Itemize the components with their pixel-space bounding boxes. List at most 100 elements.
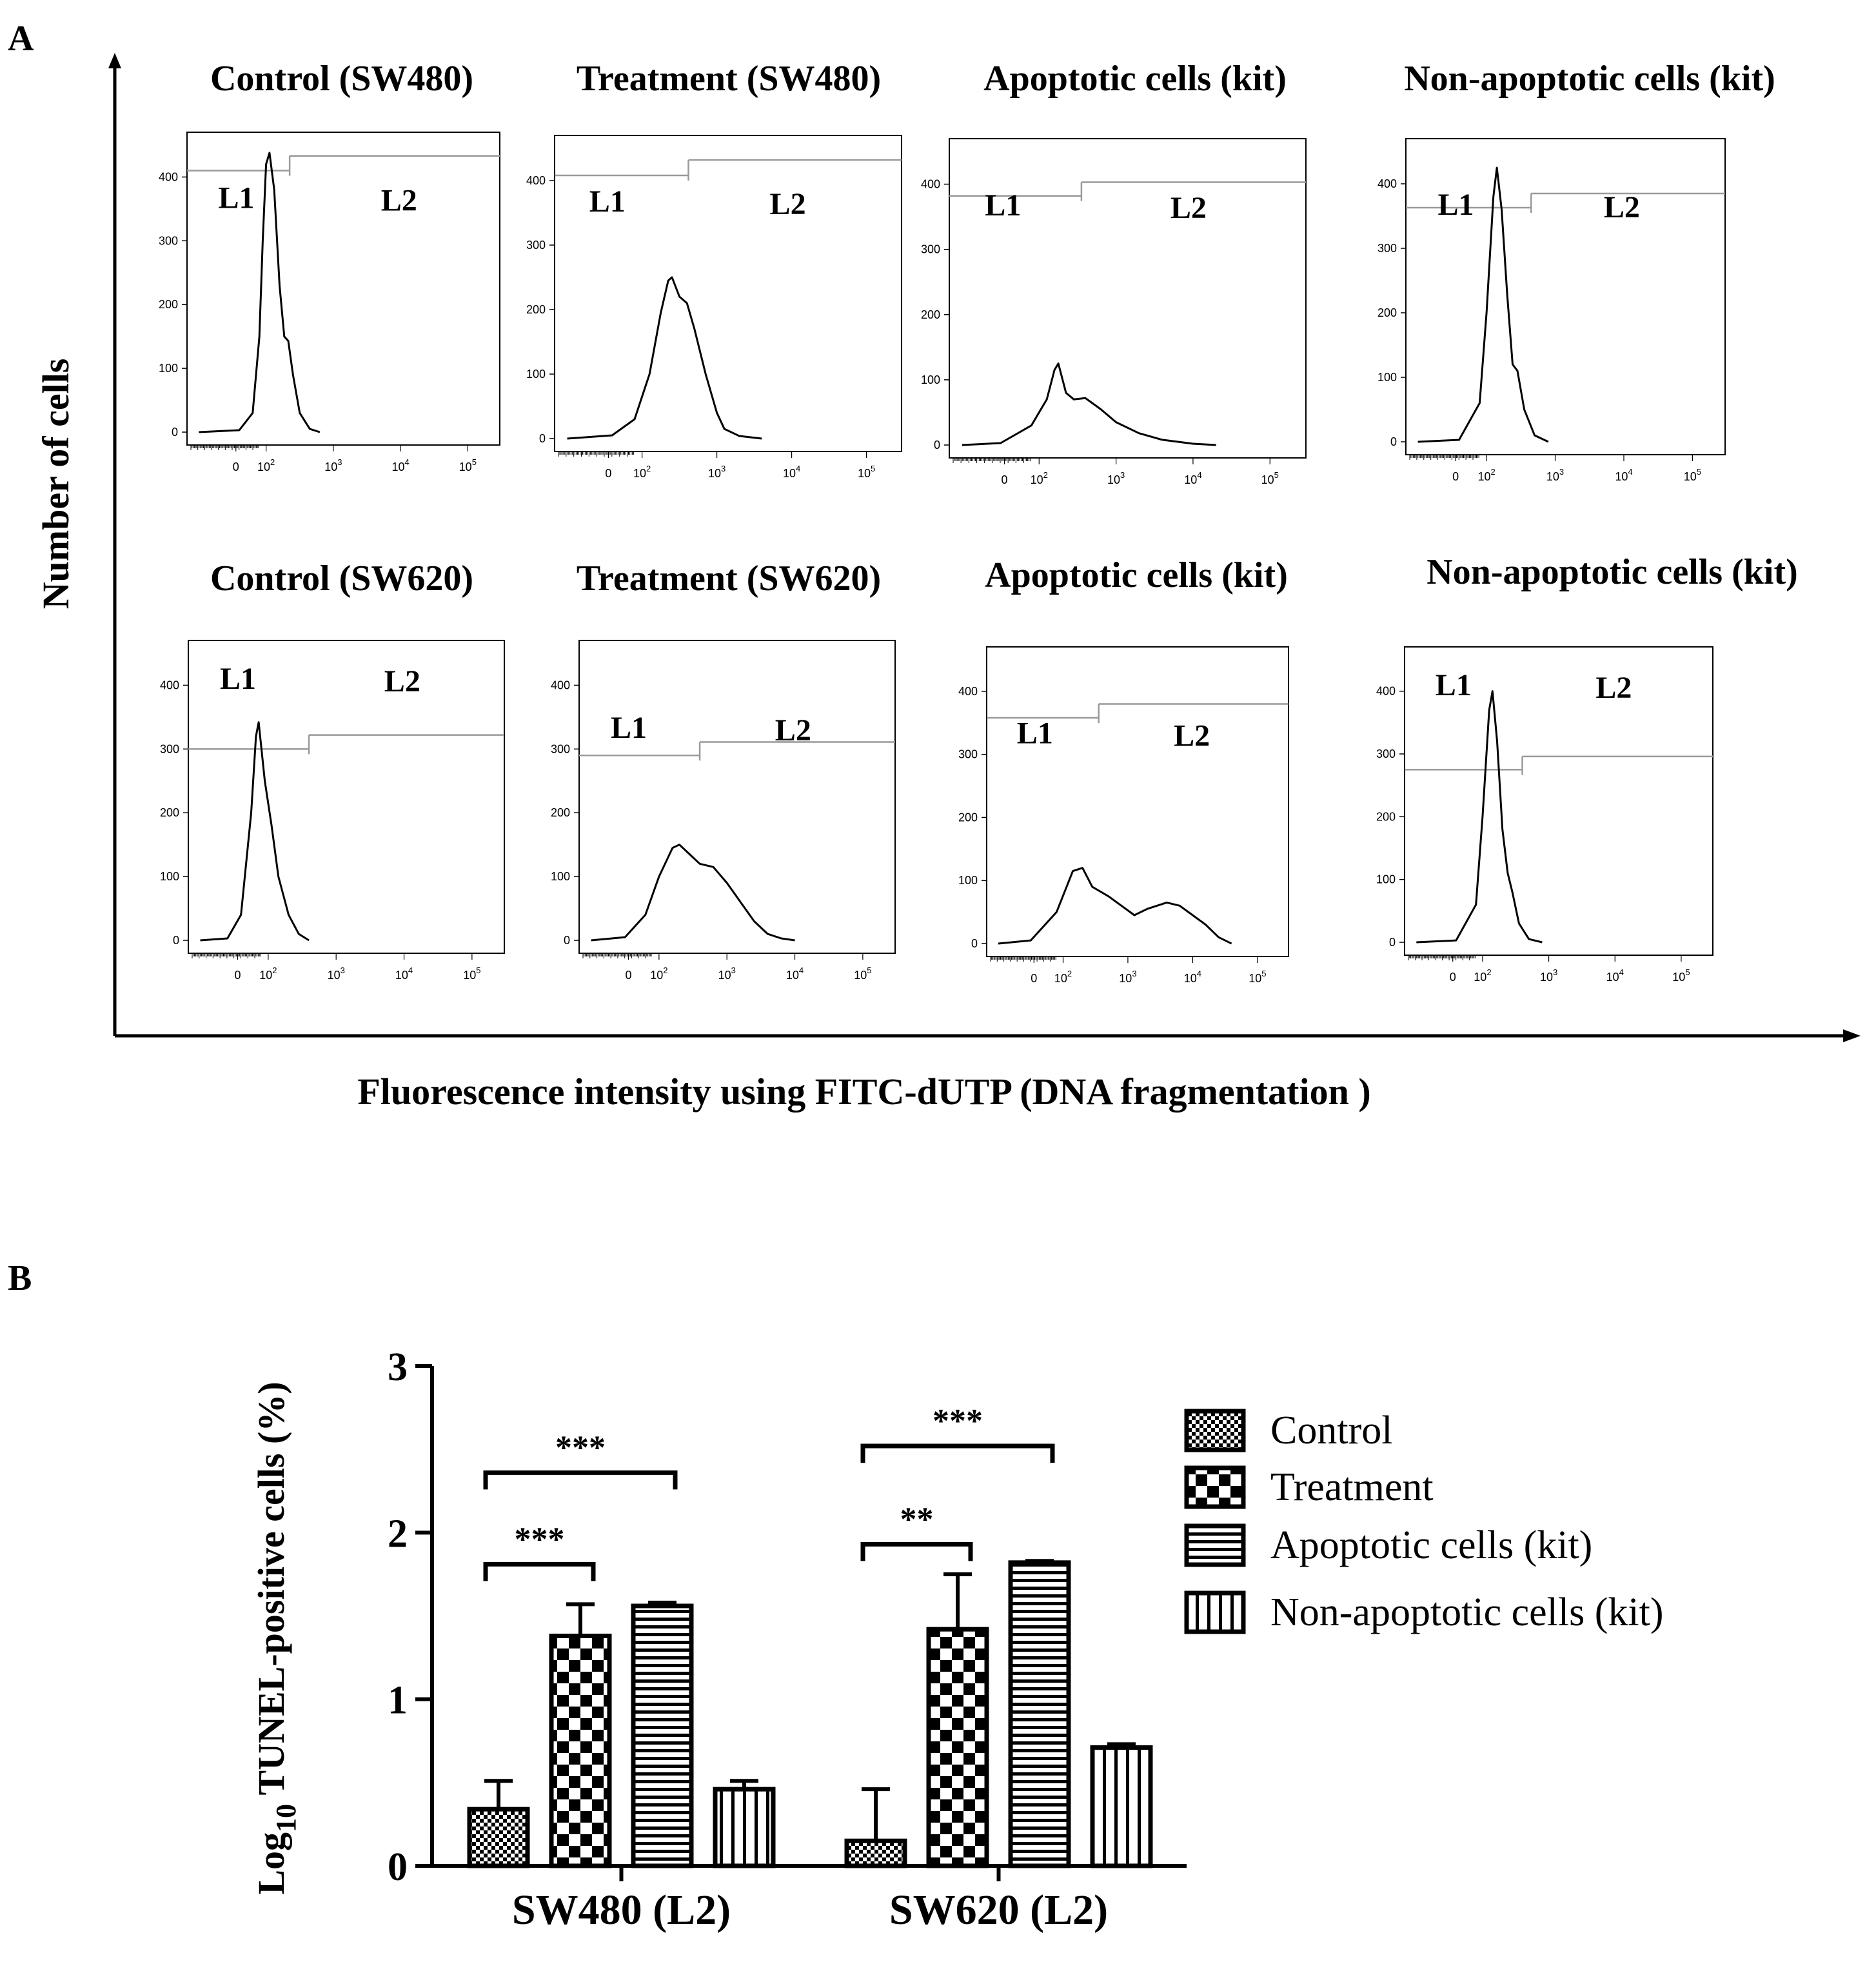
y-tick-label: 200 <box>526 303 546 316</box>
x-tick-label: 102 <box>1054 969 1072 985</box>
x-tick-label: 103 <box>1107 470 1125 486</box>
panel-title: Treatment (SW620) <box>577 559 881 599</box>
x-tick-label: 105 <box>1684 467 1701 483</box>
y-tick-label: 0 <box>172 426 178 439</box>
gate-label-l1: L1 <box>985 188 1021 223</box>
plot-frame <box>188 640 505 954</box>
x-tick-label: 102 <box>259 965 277 982</box>
y-tick-label: 200 <box>921 308 940 321</box>
y-tick-label: 400 <box>526 174 546 187</box>
y-tick-label: 200 <box>958 811 978 824</box>
histogram-curve <box>1417 166 1549 443</box>
gate-label-l1: L1 <box>220 662 256 696</box>
histogram-curve <box>200 721 310 942</box>
x-tick-label: 103 <box>1546 467 1564 483</box>
y-tick-label: 300 <box>159 234 178 247</box>
panel-a-y-arrow <box>108 53 121 68</box>
x-tick-label: 104 <box>391 457 409 473</box>
x-tick-label: 0 <box>233 460 239 473</box>
bar <box>844 1838 907 1868</box>
y-tick-label: 100 <box>1376 873 1396 886</box>
plot-frame <box>1405 138 1726 455</box>
y-tick-label: 300 <box>160 742 179 755</box>
plot-frame <box>1404 646 1713 956</box>
x-tick-label: 105 <box>858 464 875 480</box>
gate-label-l1: L1 <box>611 711 647 745</box>
panel-b-letter: B <box>8 1258 32 1298</box>
x-tick-label: 0 <box>234 969 241 982</box>
histogram-panel: Apoptotic cells (kit) 0 100 200 300 400 0 102 10… <box>921 59 1307 486</box>
x-tick-label: 105 <box>1261 470 1279 486</box>
bar-x-tick-label: SW620 (L2) <box>889 1886 1108 1934</box>
x-tick-label: 104 <box>783 464 800 480</box>
bar <box>926 1627 989 1868</box>
legend-label: Control <box>1270 1409 1392 1452</box>
x-tick-label: 0 <box>1031 972 1037 985</box>
histogram-panel: Control (SW480) 0 100 200 300 400 0 102 103 104 10… <box>159 59 500 473</box>
x-tick-label: 105 <box>1672 967 1690 984</box>
panel-a-x-label: Fluorescence intensity using FITC-dUTP (… <box>357 1071 1370 1113</box>
histogram-panel: Treatment (SW620) 0 100 200 300 400 0 102 103 104… <box>551 559 896 982</box>
histogram-panels: Control (SW480) 0 100 200 300 400 0 102 103 104 10… <box>159 59 1798 985</box>
x-tick-label: 104 <box>1184 470 1201 486</box>
panel-title: Control (SW480) <box>210 59 473 99</box>
panel-a-x-arrow <box>1843 1029 1861 1042</box>
y-tick-label: 200 <box>160 806 179 819</box>
y-tick-label: 300 <box>1376 747 1396 760</box>
x-tick-label: 102 <box>633 464 651 480</box>
histogram-curve <box>962 362 1216 446</box>
significance-bracket <box>483 1561 596 1581</box>
x-tick-label: 104 <box>1615 467 1632 483</box>
y-tick-label: 300 <box>1377 242 1397 255</box>
panel-title: Control (SW620) <box>210 559 473 599</box>
legend-swatch <box>1184 1590 1246 1634</box>
gate-label-l1: L1 <box>1017 717 1053 751</box>
y-tick-label: 100 <box>958 874 978 887</box>
bar <box>549 1634 612 1868</box>
x-tick-label: 102 <box>1031 470 1048 486</box>
x-tick-label: 103 <box>1119 969 1136 985</box>
x-tick-label: 0 <box>1002 473 1008 486</box>
y-tick-label: 100 <box>551 870 570 883</box>
bar-y-tick-label: 3 <box>388 1345 408 1389</box>
x-tick-label: 103 <box>708 464 726 480</box>
histogram-panel: Non-apoptotic cells (kit) 0 100 200 300 400 0 1… <box>1376 552 1798 984</box>
y-tick-label: 100 <box>526 368 546 381</box>
x-tick-label: 0 <box>625 969 631 982</box>
y-tick-label: 400 <box>958 685 978 698</box>
panel-title: Non-apoptotic cells (kit) <box>1404 59 1775 99</box>
x-tick-label: 103 <box>324 457 342 473</box>
panel-title: Treatment (SW480) <box>577 59 881 99</box>
x-tick-label: 105 <box>1249 969 1266 985</box>
x-tick-label: 102 <box>1474 967 1491 984</box>
x-tick-label: 0 <box>605 467 611 480</box>
x-tick-label: 103 <box>718 965 736 982</box>
gate-label-l2: L2 <box>1170 191 1207 225</box>
y-tick-label: 300 <box>551 742 570 755</box>
histogram-curve <box>199 152 321 433</box>
y-tick-label: 400 <box>160 678 179 691</box>
gate-label-l2: L2 <box>775 713 811 747</box>
x-tick-label: 104 <box>395 965 413 982</box>
histogram-panel: Apoptotic cells (kit) 0 100 200 300 400 0 102 10… <box>958 555 1289 985</box>
gate-label-l2: L2 <box>1595 671 1632 705</box>
histogram-curve <box>591 844 795 942</box>
bar-y-tick-label: 1 <box>388 1679 408 1723</box>
gate-label-l2: L2 <box>384 664 420 698</box>
histogram-panel: Treatment (SW480) 0 100 200 300 400 0 102 103 104… <box>526 59 902 480</box>
legend-label: Treatment <box>1270 1465 1434 1509</box>
bar-chart: Log10 TUNEL-positive cells (%) 0 1 2 3 SW480 … <box>250 1345 1664 1934</box>
y-tick-label: 400 <box>551 678 570 691</box>
bar <box>467 1807 530 1868</box>
x-tick-label: 104 <box>786 965 804 982</box>
bar <box>1090 1745 1153 1868</box>
bar <box>1008 1560 1071 1868</box>
y-tick-label: 400 <box>159 170 178 183</box>
panel-a-y-label: Number of cells <box>35 359 77 609</box>
bar <box>713 1787 776 1868</box>
bar-y-tick-label: 0 <box>388 1845 408 1889</box>
x-tick-label: 105 <box>459 457 477 473</box>
histogram-curve <box>567 276 762 440</box>
x-tick-label: 103 <box>1540 967 1557 984</box>
bar-y-tick-label: 2 <box>388 1512 408 1556</box>
